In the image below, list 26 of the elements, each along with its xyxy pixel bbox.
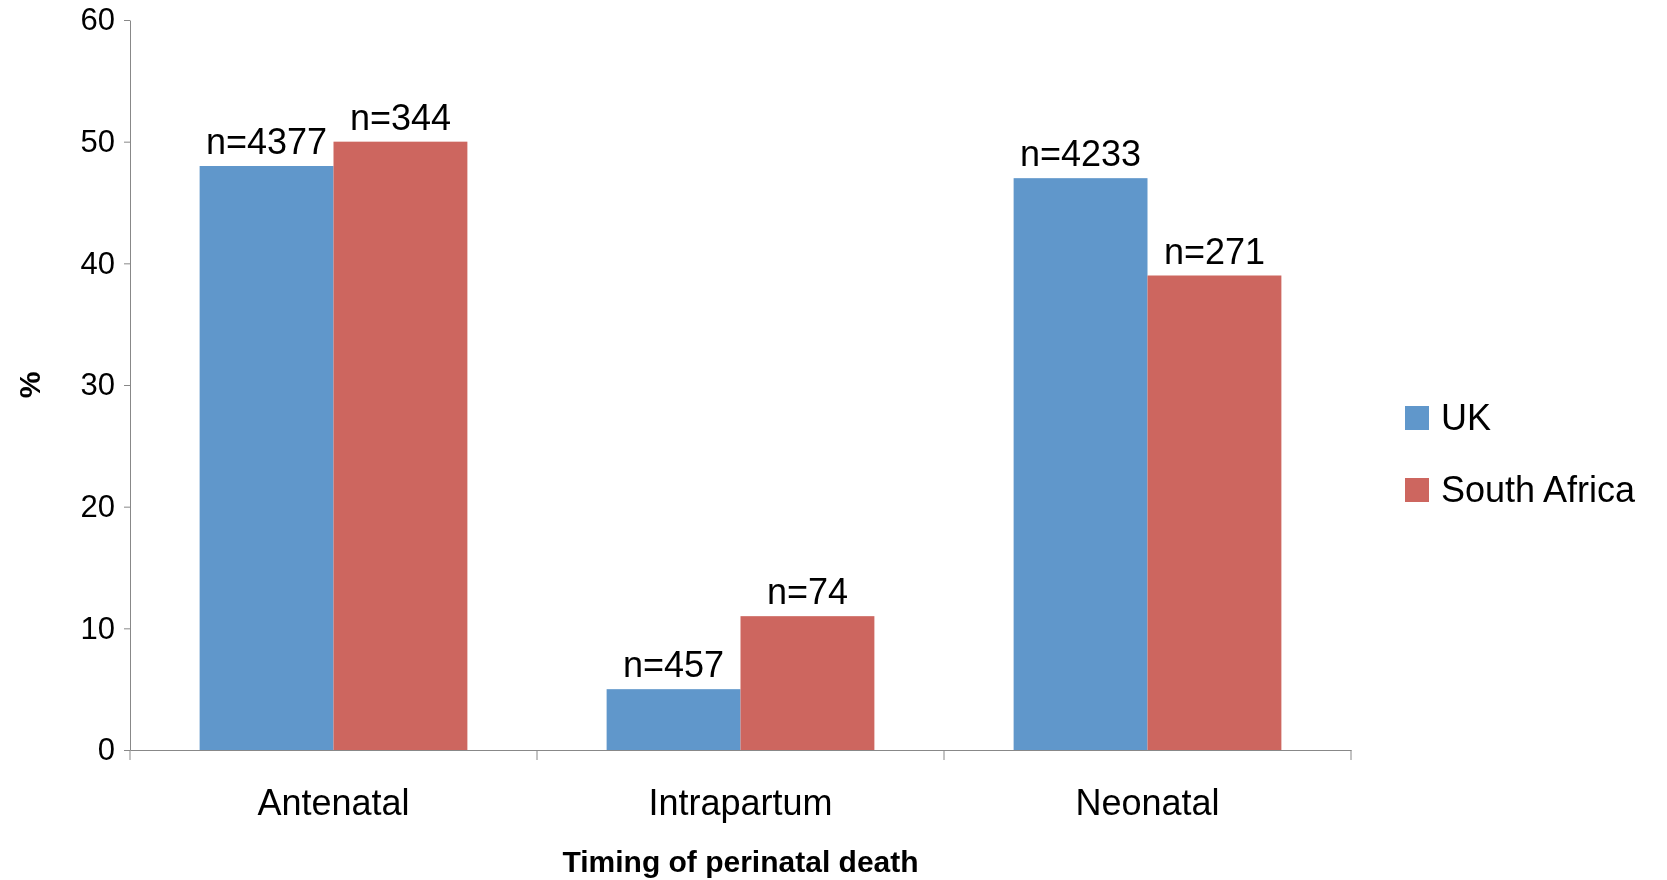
x-tick-label: Antenatal xyxy=(257,782,410,823)
annotation: n=4377 xyxy=(205,121,328,162)
y-axis-title: % xyxy=(13,371,46,399)
bar xyxy=(606,689,741,750)
y-tick-label: 0 xyxy=(97,732,115,768)
annotation: n=344 xyxy=(349,96,451,138)
y-tick-label: 40 xyxy=(80,245,115,281)
legend-label: UK xyxy=(1441,397,1492,438)
x-tick-label: Neonatal xyxy=(1075,782,1220,823)
y-tick-label: 60 xyxy=(80,2,115,38)
y-tick-label: 50 xyxy=(80,124,115,160)
bar xyxy=(1013,178,1148,750)
bar xyxy=(333,141,468,750)
bar xyxy=(740,616,875,750)
annotation: n=74 xyxy=(766,571,848,613)
x-axis-title: Timing of perinatal death xyxy=(562,845,919,878)
bar xyxy=(199,166,334,750)
y-tick-label: 30 xyxy=(80,367,115,403)
annotation: n=271 xyxy=(1163,230,1265,272)
legend-label: South Africa xyxy=(1441,469,1637,510)
y-tick-label: 20 xyxy=(80,489,115,525)
x-tick-label: Intrapartum xyxy=(648,782,833,823)
y-tick-label: 10 xyxy=(80,610,115,646)
bar xyxy=(1147,275,1282,750)
annotation: n=457 xyxy=(623,644,725,686)
annotation: n=4233 xyxy=(1019,133,1142,175)
